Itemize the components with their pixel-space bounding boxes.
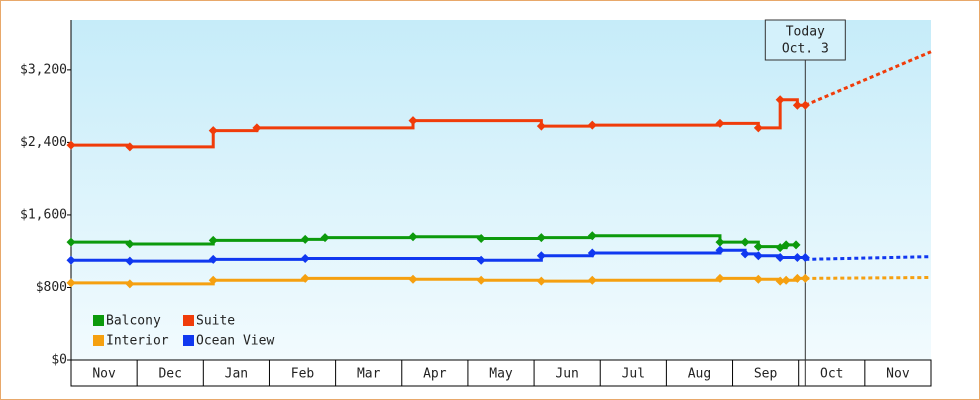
- price-line: [71, 98, 806, 149]
- y-tick-label: $3,200: [20, 62, 67, 77]
- price-marker: [476, 275, 486, 285]
- price-marker: [66, 140, 76, 150]
- y-tick-label: $800: [36, 280, 67, 295]
- price-marker: [66, 278, 76, 288]
- price-marker: [208, 275, 218, 285]
- price-marker: [792, 253, 802, 263]
- legend-label: Balcony: [106, 314, 161, 329]
- x-tick-label: Jan: [225, 367, 248, 382]
- price-marker: [800, 100, 810, 110]
- price-marker: [587, 275, 597, 285]
- x-tick-label: Apr: [423, 367, 447, 382]
- legend-label: Ocean View: [196, 334, 274, 349]
- x-tick-label: Feb: [291, 367, 315, 382]
- price-marker: [408, 274, 418, 284]
- y-tick-label: $2,400: [20, 135, 67, 150]
- price-marker: [753, 123, 763, 133]
- x-tick-label: Nov: [92, 367, 116, 382]
- price-marker: [587, 120, 597, 130]
- price-marker: [587, 248, 597, 258]
- price-marker: [125, 142, 135, 152]
- price-marker: [775, 95, 785, 105]
- price-marker: [536, 121, 546, 131]
- plot-area: [71, 20, 931, 360]
- price-marker: [408, 116, 418, 126]
- price-marker: [775, 253, 785, 263]
- today-box: [764, 19, 846, 61]
- x-tick-label: Jun: [555, 367, 578, 382]
- price-marker: [125, 239, 135, 249]
- legend-swatch: [93, 315, 104, 326]
- price-marker: [536, 251, 546, 261]
- today-label: Today: [786, 25, 825, 40]
- price-marker: [775, 276, 785, 286]
- x-tick-label: Dec: [158, 367, 181, 382]
- price-marker: [800, 273, 810, 283]
- price-marker: [587, 231, 597, 241]
- price-marker: [125, 279, 135, 289]
- price-marker: [792, 273, 802, 283]
- price-marker: [125, 256, 135, 266]
- x-tick-label: Aug: [688, 367, 711, 382]
- price-marker: [476, 234, 486, 244]
- legend-label: Suite: [196, 314, 235, 329]
- y-tick-label: $1,600: [20, 207, 67, 222]
- forecast-line: [804, 50, 932, 107]
- legend-swatch: [183, 315, 194, 326]
- legend-swatch: [93, 335, 104, 346]
- price-marker: [800, 253, 810, 263]
- price-marker: [66, 255, 76, 265]
- price-marker: [536, 276, 546, 286]
- price-marker: [208, 235, 218, 245]
- price-marker: [715, 273, 725, 283]
- x-tick-label: Sep: [754, 367, 778, 382]
- price-marker: [781, 240, 791, 250]
- price-marker: [791, 240, 801, 250]
- price-marker: [252, 123, 262, 133]
- price-marker: [408, 232, 418, 242]
- price-marker: [715, 118, 725, 128]
- legend-swatch: [183, 335, 194, 346]
- x-tick-label: Oct: [820, 367, 843, 382]
- today-label: Oct. 3: [782, 42, 829, 57]
- price-marker: [300, 253, 310, 263]
- legend-label: Interior: [106, 334, 169, 349]
- x-tick-label: Mar: [357, 367, 381, 382]
- price-marker: [320, 233, 330, 243]
- price-marker: [66, 237, 76, 247]
- x-tick-label: Jul: [622, 367, 645, 382]
- price-marker: [476, 255, 486, 265]
- price-marker: [715, 237, 725, 247]
- price-marker: [208, 254, 218, 264]
- price-marker: [300, 234, 310, 244]
- price-marker: [740, 249, 750, 259]
- x-tick-label: Nov: [886, 367, 910, 382]
- price-marker: [753, 251, 763, 261]
- y-tick-label: $0: [51, 353, 67, 368]
- x-tick-label: May: [489, 367, 513, 382]
- price-marker: [715, 245, 725, 255]
- price-marker: [792, 100, 802, 110]
- price-marker: [753, 242, 763, 252]
- price-marker: [536, 233, 546, 243]
- price-marker: [740, 237, 750, 247]
- price-marker: [781, 275, 791, 285]
- price-marker: [753, 274, 763, 284]
- x-axis-box: [70, 359, 932, 387]
- price-marker: [300, 273, 310, 283]
